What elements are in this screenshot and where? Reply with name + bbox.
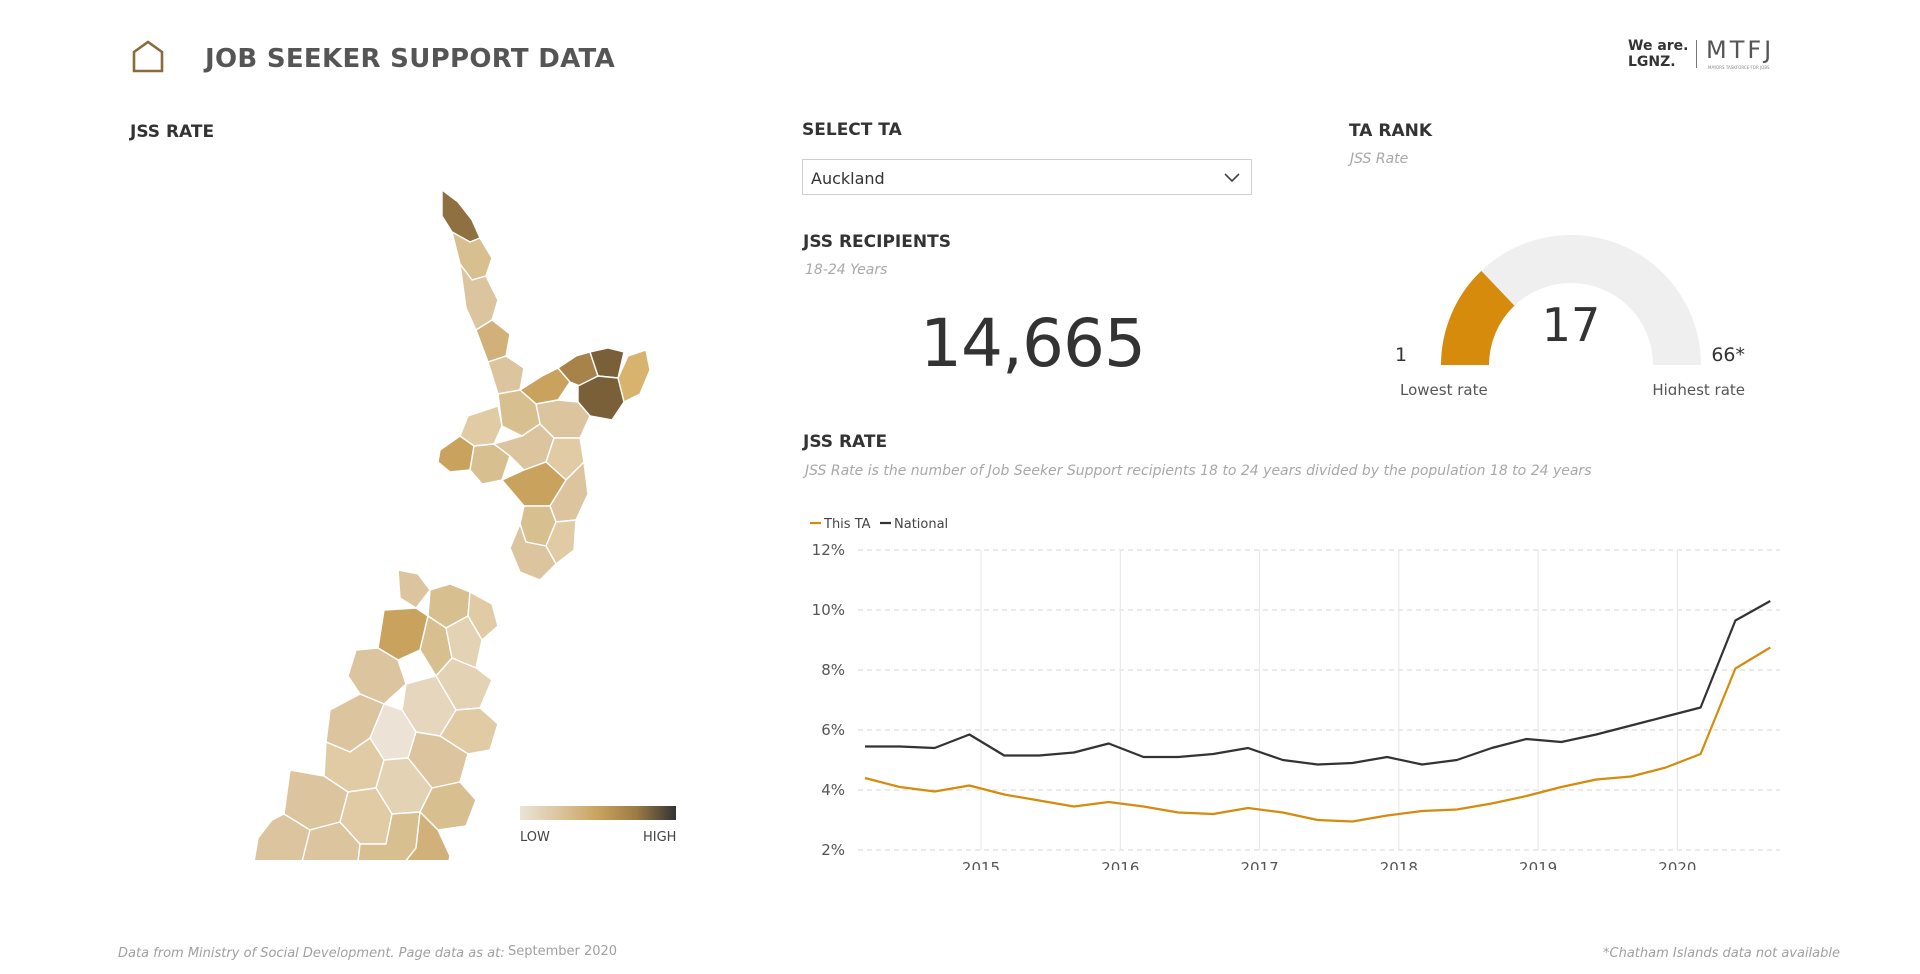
map-region	[253, 813, 311, 860]
ta-rank-gauge: 17 1 66* Lowest rate Highest rate	[1395, 234, 1745, 395]
page-title: JOB SEEKER SUPPORT DATA	[205, 44, 615, 74]
y-tick-label: 6%	[821, 721, 845, 739]
x-tick-label: 2017	[1240, 859, 1278, 870]
ta-rank-subtitle: JSS Rate	[1350, 151, 1409, 167]
map-legend-gradient	[520, 806, 676, 820]
gauge-fill	[1441, 270, 1515, 365]
select-ta-title: SELECT TA	[802, 120, 902, 140]
x-tick-label: 2015	[962, 859, 1000, 870]
footer-note: *Chatham Islands data not available	[1603, 946, 1840, 961]
recipients-value: 14,665	[920, 305, 1146, 382]
map-region	[459, 263, 499, 331]
home-icon[interactable]	[130, 38, 166, 74]
recipients-subtitle: 18-24 Years	[805, 262, 888, 278]
mtfj-logo-text: MTFJ	[1706, 36, 1775, 64]
brand-logo: We are. LGNZ. MTFJ MAYORS TASKFORCE FOR …	[1628, 36, 1780, 74]
map-region	[589, 347, 625, 379]
lgnz-logo-text: We are. LGNZ.	[1628, 38, 1689, 70]
map-region	[437, 435, 475, 473]
map-region	[347, 647, 407, 705]
footer-source: Data from Ministry of Social Development…	[118, 946, 505, 961]
series-line	[865, 600, 1771, 766]
legend-label: This TA	[823, 517, 871, 532]
logo-separator	[1696, 40, 1697, 68]
legend-label: National	[894, 517, 948, 532]
y-tick-label: 2%	[821, 841, 845, 859]
nz-choropleth-map[interactable]	[180, 180, 700, 860]
ta-dropdown-value: Auckland	[811, 169, 885, 188]
chart-description: JSS Rate is the number of Job Seeker Sup…	[805, 463, 1592, 479]
y-tick-label: 10%	[812, 601, 845, 619]
recipients-title: JSS RECIPIENTS	[803, 232, 951, 252]
jss-rate-line-chart[interactable]: This TA National 2% 4% 6% 8% 10% 12% 2015 2016 201…	[800, 500, 1790, 870]
gauge-track	[1441, 234, 1701, 365]
gauge-max-value: 66*	[1711, 344, 1745, 366]
chart-section-title: JSS RATE	[803, 432, 888, 452]
map-region	[445, 615, 483, 669]
map-region	[509, 523, 557, 581]
footer-date: September 2020	[508, 944, 618, 959]
y-tick-label: 12%	[812, 541, 845, 559]
gauge-min-label: Lowest rate	[1400, 381, 1488, 395]
mtfj-logo-subtext: MAYORS TASKFORCE FOR JOBS	[1708, 65, 1770, 70]
map-region	[405, 811, 451, 860]
gauge-value: 17	[1542, 298, 1601, 352]
y-tick-label: 4%	[821, 781, 845, 799]
chevron-down-icon	[1224, 173, 1240, 183]
ta-rank-title: TA RANK	[1349, 121, 1432, 141]
map-region	[441, 189, 481, 243]
ta-dropdown[interactable]: Auckland	[802, 159, 1252, 195]
x-tick-label: 2016	[1101, 859, 1139, 870]
x-tick-label: 2018	[1380, 859, 1418, 870]
map-section-title: JSS RATE	[130, 122, 215, 142]
y-tick-label: 8%	[821, 661, 845, 679]
map-region	[475, 319, 511, 363]
gauge-max-label: Highest rate	[1652, 381, 1745, 395]
gauge-min-value: 1	[1395, 344, 1407, 366]
x-tick-label: 2019	[1519, 859, 1557, 870]
x-tick-label: 2020	[1658, 859, 1696, 870]
map-legend-low-label: LOW	[520, 830, 550, 845]
map-region	[487, 355, 525, 395]
series-line	[864, 646, 1771, 823]
map-region	[397, 569, 431, 609]
map-legend-high-label: HIGH	[643, 830, 677, 845]
